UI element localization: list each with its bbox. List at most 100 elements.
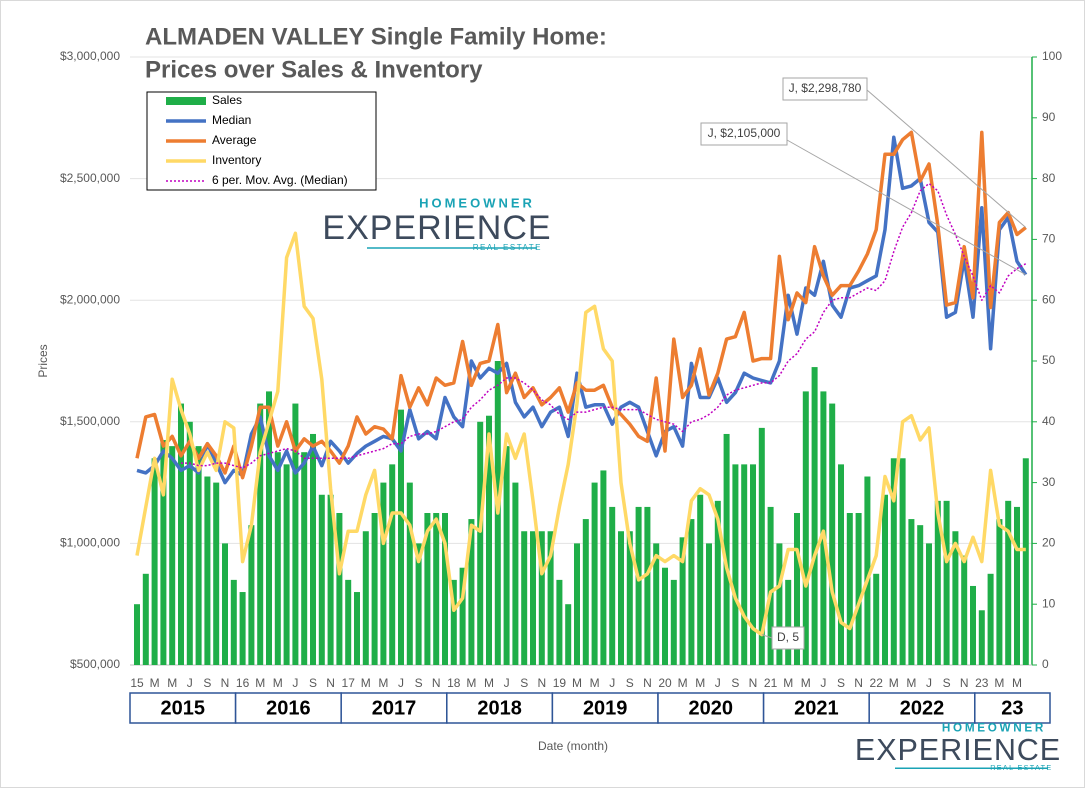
bar [662,567,668,665]
bar [864,476,871,665]
chart-title: ALMADEN VALLEY Single Family Home: [145,23,607,50]
bar [442,513,448,665]
bar [626,531,633,665]
y-tick-label: $1,500,000 [60,414,120,428]
bar [468,519,475,665]
bar [890,458,897,665]
legend-swatch [166,97,206,105]
bar [591,482,598,665]
bar [230,579,237,665]
y2-tick-label: 30 [1042,475,1056,489]
bar [547,531,554,665]
bar [195,446,202,665]
x-tick-label: 17 [342,676,356,690]
x-tick-label: M [378,676,388,690]
x-tick-label: M [906,676,916,690]
bar [811,367,818,665]
logo-main: EXPERIENCE [855,733,1061,767]
x-tick-label: N [221,676,230,690]
x-tick-label: M [466,676,476,690]
x-tick-label: S [520,676,528,690]
bar [741,464,748,665]
x-tick-label: N [537,676,546,690]
x-tick-label: N [432,676,441,690]
bar [257,403,264,665]
bar [670,579,677,665]
x-axis-label: Date (month) [538,739,608,753]
bar [512,482,519,665]
bar [345,579,352,665]
bar [653,543,660,665]
x-tick-label: M [678,676,688,690]
bar [433,513,440,665]
bar [644,506,651,665]
bar [750,464,756,665]
year-label: 2018 [477,697,522,719]
bar [961,555,968,665]
bar [336,513,343,665]
logo-top: HOMEOWNER [419,195,535,210]
x-tick-label: M [889,676,899,690]
bar [362,531,369,665]
bar [239,592,246,665]
x-tick-label: S [309,676,317,690]
bar [899,458,906,665]
x-tick-label: M [255,676,265,690]
year-label: 2022 [900,697,945,719]
year-box [657,692,765,724]
x-tick-label: N [960,676,969,690]
bar [204,476,211,665]
year-label: 2015 [161,697,206,719]
bar [794,513,800,665]
bar [371,513,378,665]
x-tick-label: S [837,676,845,690]
bar [389,464,396,665]
year-label: 2019 [583,697,628,719]
x-tick-label: J [398,676,404,690]
x-tick-label: M [273,676,283,690]
bar [943,500,950,665]
bar [380,482,387,665]
bar [838,464,844,665]
x-tick-label: S [626,676,634,690]
logo-sub: REAL ESTATE [990,763,1052,772]
x-tick-label: N [854,676,863,690]
bar [415,543,422,665]
bar [274,452,281,665]
bar [697,494,704,665]
annotation-box [782,77,868,101]
bar [134,604,140,665]
bar [618,531,624,665]
x-tick-label: 15 [130,676,144,690]
bar [538,531,545,665]
y2-tick-label: 0 [1042,657,1049,671]
logo-main: EXPERIENCE [322,209,551,247]
year-box [340,692,448,724]
bar [732,464,739,665]
year-box [762,692,870,724]
bar [398,409,404,665]
x-tick-label: J [715,676,721,690]
bar [855,513,862,665]
x-tick-label: S [203,676,211,690]
bar [1022,458,1029,665]
legend-label: Average [212,133,257,147]
bar [186,421,193,665]
x-tick-label: 18 [447,676,461,690]
bar [758,427,765,665]
x-tick-label: M [801,676,811,690]
bar [310,433,316,665]
y2-tick-label: 60 [1042,292,1056,306]
y-axis-label: Prices [36,344,50,377]
x-tick-label: J [292,676,298,690]
bar [785,579,792,665]
line-series [135,231,1026,637]
year-box [234,692,342,724]
x-tick-label: 19 [553,676,567,690]
annotation-text: D, 5 [777,630,799,644]
y-tick-label: $3,000,000 [60,49,120,63]
x-tick-label: 16 [236,676,250,690]
x-tick-label: S [943,676,951,690]
y-tick-label: $1,000,000 [60,536,120,550]
bar [301,452,308,665]
